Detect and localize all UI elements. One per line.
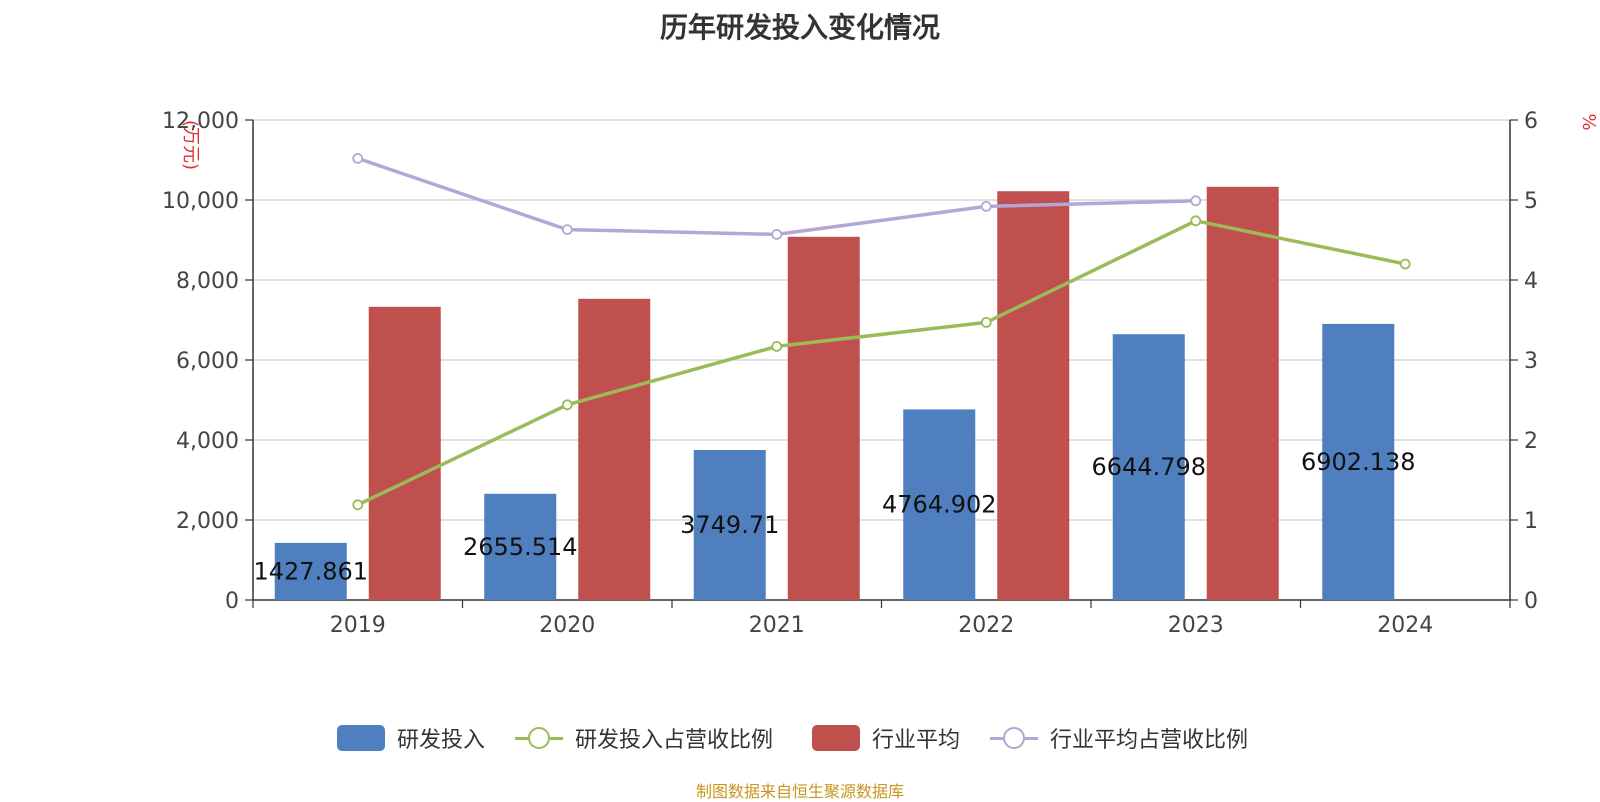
bar-industry-average (368, 306, 441, 600)
point-industry-ratio (561, 224, 573, 236)
y-right-tick-label: 3 (1524, 349, 1538, 374)
point-industry-ratio (352, 152, 364, 164)
point-industry-ratio (771, 228, 783, 240)
y-right-tick-label: 2 (1524, 429, 1538, 454)
legend-item-rd-investment[interactable]: 研发投入 (337, 718, 485, 758)
bar-rd-investment (274, 542, 347, 600)
legend-label: 研发投入 (397, 728, 486, 753)
legend-label: 研发投入占营收比例 (575, 728, 774, 753)
point-rd-ratio (352, 499, 364, 511)
point-rd-ratio (1399, 258, 1411, 270)
point-industry-ratio (980, 200, 992, 212)
y-left-unit-label: (万元) (180, 120, 201, 170)
line-industry-ratio (357, 156, 1196, 237)
y-right-tick-label: 6 (1524, 109, 1538, 134)
bar-rd-investment (693, 450, 766, 600)
y-left-tick-label: 2,000 (176, 509, 239, 534)
line-rd-ratio (356, 219, 1406, 507)
legend-label: 行业平均占营收比例 (1050, 728, 1249, 753)
point-rd-ratio (561, 399, 573, 411)
y-left-tick-label: 0 (225, 589, 239, 614)
x-tick-label: 2020 (539, 613, 595, 638)
bar-industry-average (997, 191, 1070, 600)
y-right-unit-label: % (1578, 113, 1599, 130)
data-label-rd-investment: 6644.798 (1091, 453, 1206, 481)
data-label-rd-investment: 3749.71 (680, 511, 779, 539)
legend-item-rd-ratio[interactable]: 研发投入占营收比例 (515, 718, 773, 758)
legend-swatch-rd-investment (337, 725, 385, 751)
point-rd-ratio (1190, 215, 1202, 227)
x-tick-label: 2019 (330, 613, 386, 638)
x-tick-label: 2023 (1168, 613, 1224, 638)
y-right-tick-label: 1 (1524, 509, 1538, 534)
y-right-tick-label: 5 (1524, 189, 1538, 214)
chart-title: 历年研发投入变化情况 (659, 11, 940, 44)
point-rd-ratio (771, 340, 783, 352)
bar-rd-investment (903, 409, 976, 600)
x-tick-label: 2021 (749, 613, 805, 638)
data-source-note: 制图数据来自恒生聚源数据库 (695, 782, 904, 801)
data-label-rd-investment: 1427.861 (253, 557, 368, 585)
legend-label: 行业平均 (872, 728, 961, 753)
bar-rd-investment (484, 493, 557, 600)
legend-swatch-industry-ratio (990, 725, 1038, 751)
chart-canvas: 0 2,000 4,000 6,000 8,000 10,000 12,000 0 1 2 3 4 5 6… (162, 109, 1599, 638)
legend-item-industry-ratio[interactable]: 行业平均占营收比例 (990, 718, 1248, 758)
y-left-tick-label: 6,000 (176, 349, 239, 374)
legend-swatch-rd-ratio (515, 725, 563, 751)
y-left-tick-label: 12,000 (162, 109, 239, 134)
legend-item-industry-average[interactable]: 行业平均 (812, 718, 960, 758)
x-tick-label: 2024 (1377, 613, 1433, 638)
y-right-tick-label: 4 (1524, 269, 1538, 294)
data-label-rd-investment: 6902.138 (1301, 448, 1416, 476)
legend-swatch-industry-average (812, 725, 860, 751)
data-label-rd-investment: 4764.902 (882, 491, 997, 519)
y-left-tick-label: 4,000 (176, 429, 239, 454)
y-left-tick-label: 10,000 (162, 189, 239, 214)
bar-industry-average (578, 298, 651, 600)
y-left-tick-label: 8,000 (176, 269, 239, 294)
point-rd-ratio (980, 316, 992, 328)
bar-rd-investment (1322, 323, 1395, 600)
bar-industry-average (1206, 186, 1279, 601)
y-right-tick-label: 0 (1524, 589, 1538, 614)
legend: 研发投入 研发投入占营收比例 行业平均 行业平均占营收比例 (0, 718, 1600, 758)
x-tick-label: 2022 (958, 613, 1014, 638)
point-industry-ratio (1190, 195, 1202, 207)
bar-industry-average (787, 236, 860, 601)
bar-rd-investment (1112, 334, 1185, 600)
data-label-rd-investment: 2655.514 (463, 533, 578, 561)
